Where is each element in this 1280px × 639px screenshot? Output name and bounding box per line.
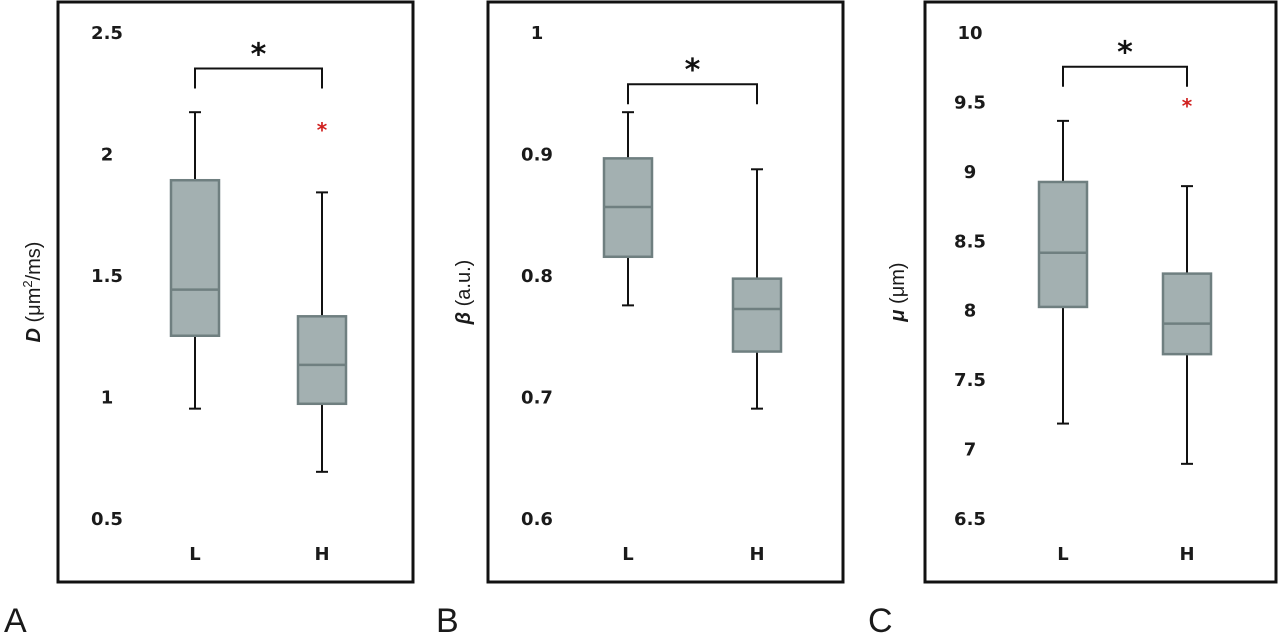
panel-c-y-axis-label: μ (μm) [887, 262, 909, 322]
panel-a-y-tick-label: 1 [101, 388, 114, 409]
panel-c-y-tick-label: 9.5 [954, 92, 986, 113]
panel-b-y-tick-label: 1 [531, 23, 544, 44]
panel-b-box [731, 277, 783, 353]
panel-b-category-label: L [622, 544, 633, 565]
panel-a-box [169, 178, 221, 337]
panel-a-category-label: H [314, 544, 329, 565]
panel-a-y-tick-label: 0.5 [91, 509, 123, 530]
panel-a-y-axis-unit-tail: /ms) [23, 242, 45, 281]
panel-a-outlier-marker: * [317, 118, 328, 142]
panel-b-significance-bracket [627, 83, 758, 105]
panel-b-letter: B [436, 602, 459, 639]
panel-b-category-label: H [749, 544, 764, 565]
panel-c-box [1161, 272, 1213, 356]
panel-c-y-tick-label: 10 [957, 23, 982, 44]
panel-c-significance-bracket [1062, 65, 1188, 87]
panel-a-y-axis-unit: (μm [23, 288, 45, 328]
panel-c-frame [923, 0, 1278, 584]
panel-c-category-label: H [1179, 544, 1194, 565]
panel-b-y-tick-label: 0.6 [521, 509, 553, 530]
panel-b-frame [486, 0, 845, 584]
panel-a-box [296, 315, 348, 406]
panel-b-y-tick-label: 0.8 [521, 266, 553, 287]
panel-b-y-axis-variable: β [453, 312, 475, 325]
panel-c: C μ (μm) 6.5 7 7.5 8 8.5 9 9.5 10 L H * * [868, 0, 1278, 639]
panel-a-y-axis-label: D (μm2/ms) [20, 242, 45, 343]
panel-a-y-axis-unit-superscript: 2 [20, 280, 35, 287]
panel-c-y-tick-label: 7 [964, 440, 977, 461]
panel-c-y-tick-label: 8 [964, 301, 977, 322]
panel-a-y-tick-label: 2 [101, 145, 114, 166]
panel-c-outlier-marker: * [1182, 94, 1193, 118]
panel-b-y-tick-label: 0.9 [521, 145, 553, 166]
panel-a-significance-label: * [251, 37, 267, 72]
panel-b-y-axis-unit: (a.u.) [453, 260, 475, 312]
panel-a-y-tick-label: 1.5 [91, 266, 123, 287]
panel-a-y-tick-label: 2.5 [91, 23, 123, 44]
panel-c-y-tick-label: 8.5 [954, 231, 986, 252]
panel-b-y-tick-label: 0.7 [521, 388, 553, 409]
panel-b: B β (a.u.) 0.6 0.7 0.8 0.9 1 L H * [436, 0, 845, 639]
panel-a: A D (μm2/ms) 0.511.522.5L H** [4, 0, 415, 639]
panel-b-significance-label: * [685, 53, 701, 88]
panel-a-category-label: L [189, 544, 200, 565]
panel-a-significance-bracket [194, 67, 323, 89]
panel-a-frame [56, 0, 415, 584]
panel-a-y-axis-variable: D [23, 328, 45, 342]
panel-c-y-axis-variable: μ [887, 310, 909, 323]
panel-b-y-axis-label: β (a.u.) [453, 260, 475, 326]
panel-c-letter: C [868, 602, 893, 639]
panel-c-box [1037, 180, 1089, 309]
panel-c-y-tick-label: 9 [964, 162, 977, 183]
panel-c-y-axis-unit: (μm) [887, 262, 909, 309]
panel-a-letter: A [4, 602, 27, 639]
panel-c-significance-label: * [1117, 36, 1133, 71]
panel-c-y-tick-label: 7.5 [954, 370, 986, 391]
panel-c-y-tick-label: 6.5 [954, 509, 986, 530]
panel-c-category-label: L [1057, 544, 1068, 565]
